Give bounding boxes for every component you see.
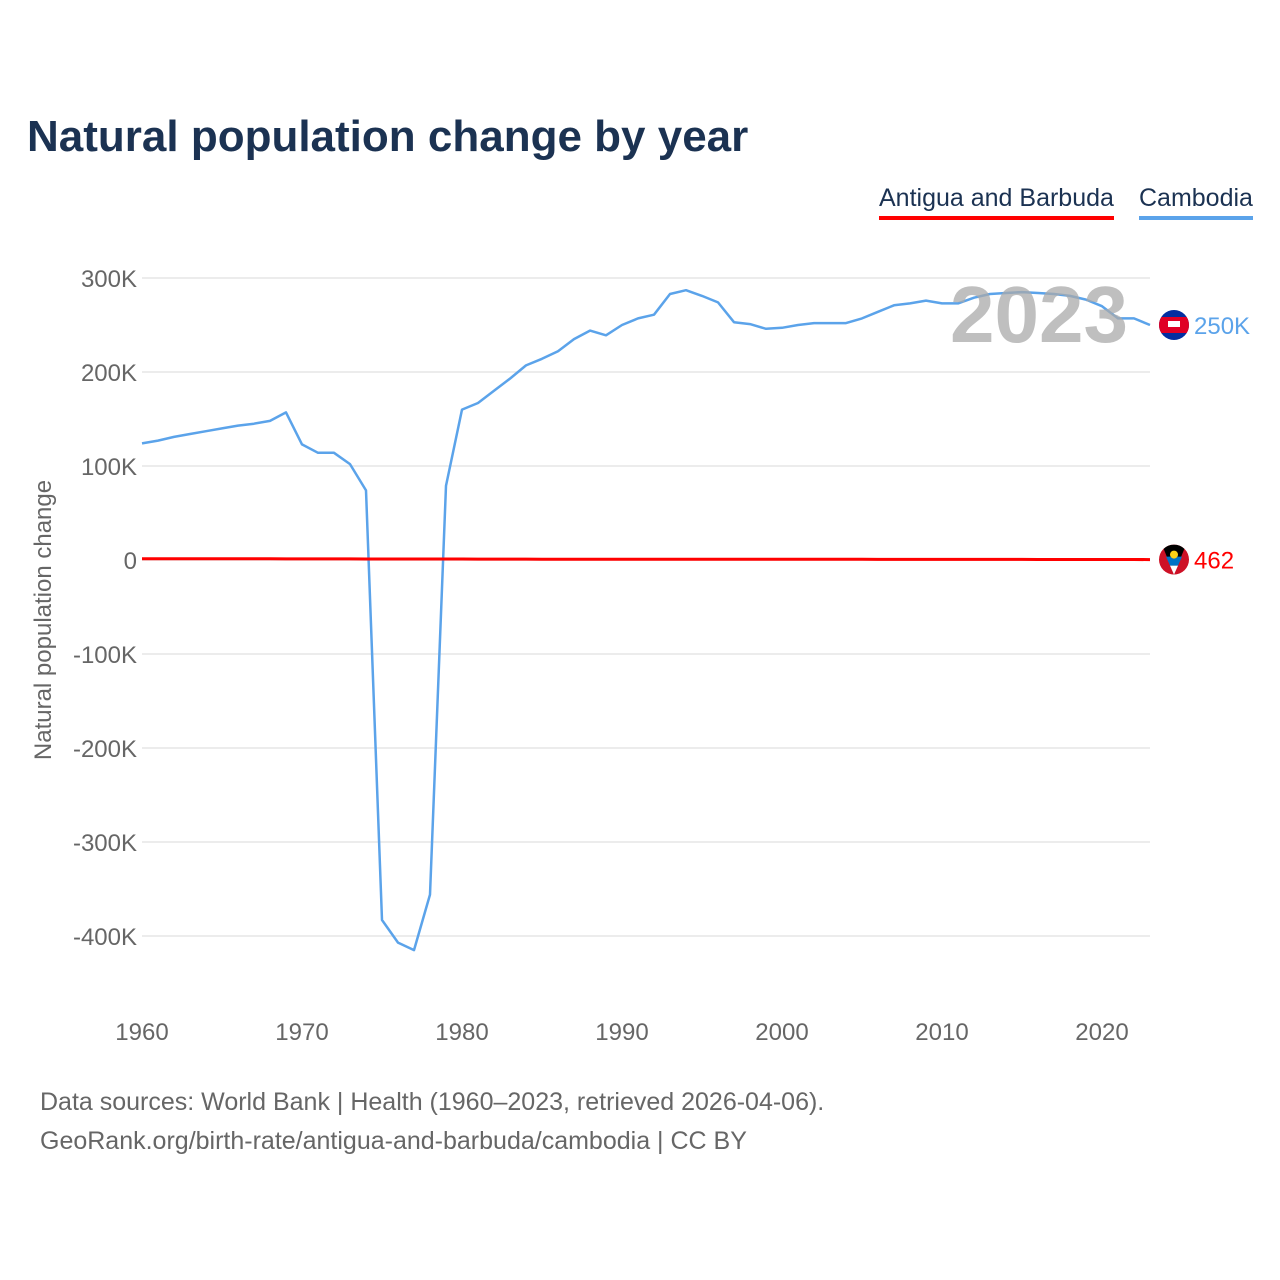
y-tick-label: -400K <box>73 924 137 951</box>
antigua-end-label: 462 <box>1194 548 1234 575</box>
chart-title: Natural population change by year <box>27 112 749 161</box>
y-tick-label: 200K <box>81 360 137 387</box>
x-tick-label: 2020 <box>1075 1019 1128 1046</box>
cambodia-flag-icon <box>1159 310 1189 340</box>
x-tick-label: 2010 <box>915 1019 968 1046</box>
x-tick-label: 1980 <box>435 1019 488 1046</box>
y-tick-label: 0 <box>124 548 137 575</box>
x-tick-label: 1970 <box>275 1019 328 1046</box>
footer-link[interactable]: GeoRank.org/birth-rate/antigua-and-barbu… <box>40 1127 747 1155</box>
x-tick-label: 1960 <box>115 1019 168 1046</box>
y-axis-label: Natural population change <box>30 480 57 760</box>
y-tick-label: 100K <box>81 454 137 481</box>
year-watermark: 2023 <box>950 270 1128 359</box>
series-line-cambodia <box>141 288 1151 952</box>
legend-item-antigua[interactable]: Antigua and Barbuda <box>879 184 1114 220</box>
cambodia-end-label: 250K <box>1194 313 1250 340</box>
x-tick-label: 1990 <box>595 1019 648 1046</box>
y-tick-label: 300K <box>81 266 137 293</box>
footer-sources: Data sources: World Bank | Health (1960–… <box>40 1088 825 1116</box>
y-tick-label: -300K <box>73 830 137 857</box>
x-tick-label: 2000 <box>755 1019 808 1046</box>
series-line-antigua <box>142 557 1151 562</box>
antigua-flag-icon <box>1159 544 1189 575</box>
y-tick-label: -100K <box>73 642 137 669</box>
y-tick-label: -200K <box>73 736 137 763</box>
legend-item-cambodia[interactable]: Cambodia <box>1139 184 1253 220</box>
